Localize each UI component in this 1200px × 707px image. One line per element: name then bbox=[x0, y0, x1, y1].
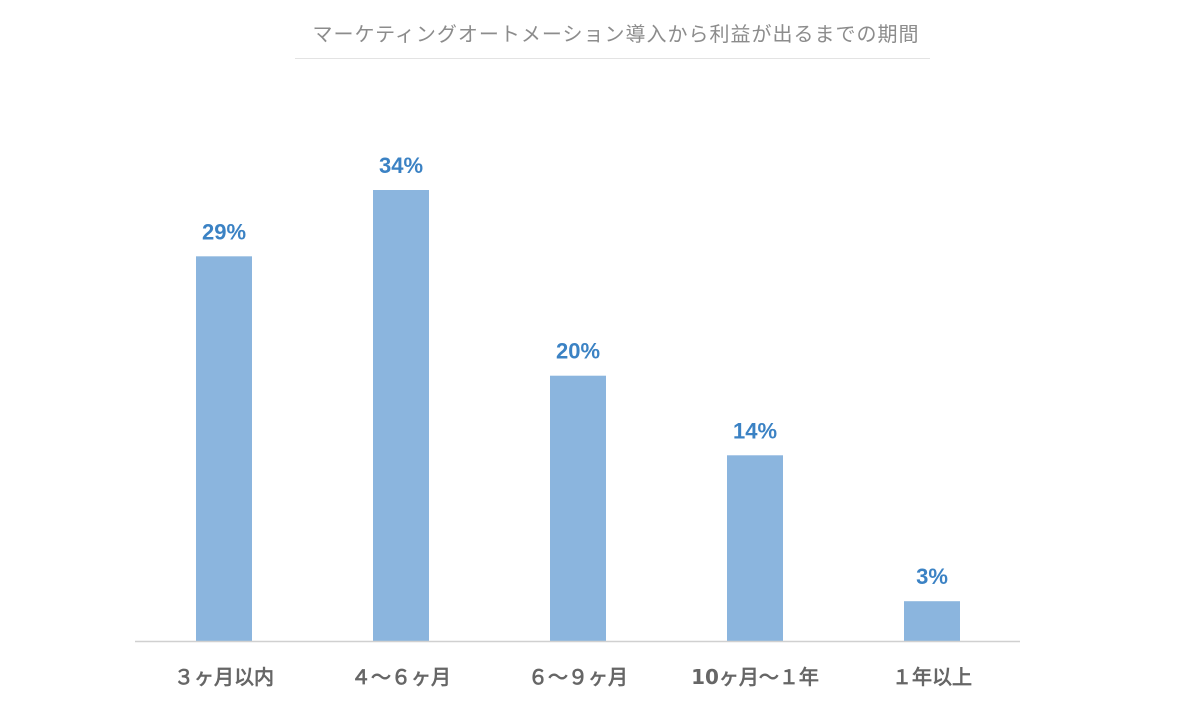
category-label-4: 10ヶ月～１年 bbox=[691, 665, 819, 689]
bar-1 bbox=[196, 256, 252, 641]
title-divider bbox=[295, 58, 930, 59]
category-label-5: １年以上 bbox=[892, 665, 972, 689]
value-label-1: 29% bbox=[202, 219, 246, 244]
bar-4 bbox=[727, 455, 783, 641]
value-label-2: 34% bbox=[379, 153, 423, 178]
category-label-2: ４～６ヶ月 bbox=[351, 665, 451, 689]
category-label-1: ３ヶ月以内 bbox=[174, 665, 274, 689]
value-label-4: 14% bbox=[733, 418, 777, 443]
value-label-3: 20% bbox=[556, 339, 600, 364]
category-label-3: ６～９ヶ月 bbox=[528, 665, 628, 689]
bar-3 bbox=[550, 375, 606, 641]
chart-title: マーケティングオートメーション導入から利益が出るまでの期間 bbox=[312, 22, 920, 46]
category-labels-group: ３ヶ月以内 ４～６ヶ月 ６～９ヶ月 10ヶ月～１年 １年以上 bbox=[174, 665, 972, 689]
value-label-5: 3% bbox=[916, 564, 948, 589]
value-labels-group: 29% 34% 20% 14% 3% bbox=[202, 153, 948, 589]
bar-5 bbox=[904, 601, 960, 641]
bars-group bbox=[196, 190, 960, 641]
bar-2 bbox=[373, 190, 429, 641]
